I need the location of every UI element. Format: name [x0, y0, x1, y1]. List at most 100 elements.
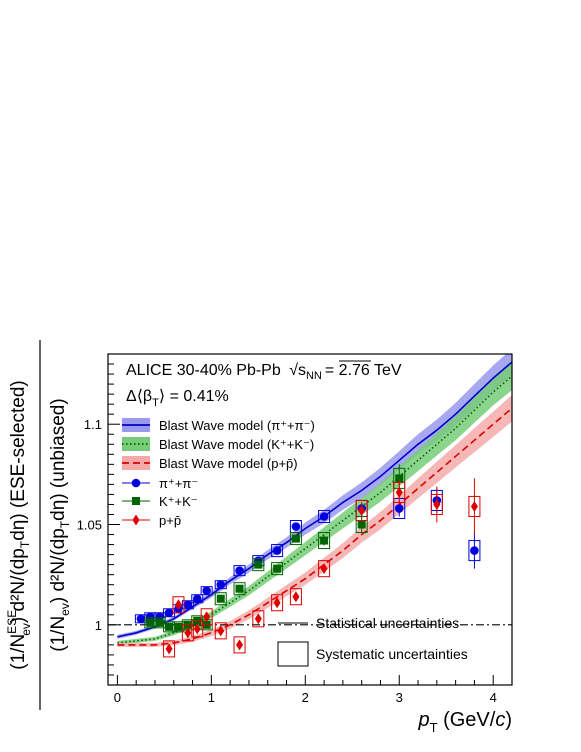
kaon-point — [271, 562, 284, 576]
legend-entry-5: p+p̄ — [122, 513, 181, 528]
pion-marker — [394, 504, 404, 513]
proton-point — [191, 620, 204, 638]
pion-syst-box — [318, 509, 331, 524]
kaon-marker — [155, 618, 164, 627]
legend-entry-1: Blast Wave model (K⁺+K⁻) — [122, 437, 314, 452]
pion-syst-box — [233, 565, 246, 577]
kaon-marker — [216, 594, 225, 603]
pion-point — [134, 614, 147, 624]
pion-marker — [272, 546, 282, 555]
kaon-point — [318, 532, 331, 550]
kaon-syst-box — [153, 617, 166, 629]
kaon-point — [153, 617, 166, 629]
pion-marker — [192, 594, 202, 604]
proton-syst-box — [252, 610, 265, 628]
legend-marker — [131, 478, 141, 488]
y-tick-label: 1 — [95, 618, 102, 633]
proton-point — [430, 486, 443, 523]
plot-frame — [107, 353, 513, 686]
kaon-marker — [235, 584, 244, 593]
annotation-experiment: ALICE 30-40% Pb-Pb √sNN = 2.76 TeV — [126, 362, 402, 382]
legend-label: Blast Wave model (K⁺+K⁻) — [159, 437, 314, 452]
stat-uncertainty-legend-label: Statistical uncertainties — [316, 615, 459, 631]
legend-band-swatch — [122, 437, 150, 451]
kaon-point — [289, 532, 302, 546]
proton-point — [393, 480, 406, 505]
pion-point — [214, 580, 227, 590]
x-tick-label: 4 — [490, 690, 497, 705]
proton-point — [233, 636, 246, 654]
kaon-marker — [357, 520, 366, 529]
data-points — [134, 464, 481, 658]
proton-marker — [433, 498, 441, 510]
proton-marker — [292, 591, 300, 603]
proton-marker — [320, 563, 328, 575]
pion-point — [233, 565, 246, 577]
x-tick-label: 1 — [208, 690, 215, 705]
syst-uncertainty-legend-box — [277, 641, 309, 667]
proton-point — [163, 640, 176, 658]
legend-label: p+p̄ — [159, 513, 181, 528]
proton-point — [172, 596, 185, 614]
pion-marker — [291, 522, 301, 531]
proton-marker — [217, 625, 225, 637]
pion-point — [289, 520, 302, 534]
proton-point — [214, 622, 227, 640]
proton-marker — [254, 613, 262, 625]
kaon-syst-box — [233, 582, 246, 596]
annotation-delta-beta: Δ⟨βT⟩ = 0.41% — [126, 388, 229, 409]
proton-syst-box — [172, 596, 185, 614]
legend-label: K⁺+K⁻ — [159, 494, 198, 509]
kaon-marker — [146, 618, 155, 627]
proton-point — [200, 608, 213, 626]
kaon-syst-box — [289, 532, 302, 546]
pion-marker — [202, 586, 211, 596]
pion-marker — [235, 566, 244, 575]
proton-syst-box — [271, 594, 284, 612]
proton-syst-box — [163, 640, 176, 658]
pion-point — [191, 594, 204, 604]
kaon-marker — [254, 560, 263, 569]
proton-syst-box — [200, 608, 213, 626]
kaon-marker — [174, 622, 183, 631]
legend-entry-0: Blast Wave model (π⁺+π⁻) — [122, 418, 315, 433]
x-axis-ticks: 0 1 2 3 4 — [114, 675, 497, 705]
pion-marker — [183, 600, 193, 610]
proton-point — [252, 610, 265, 628]
proton-marker — [470, 500, 478, 512]
y-axis-label-bottom: (1/Nev) d²N/(dpTdη) (unbiased) — [48, 398, 72, 651]
y-axis-label-bottom-group: (1/Nev) d²N/(dpTdη) (unbiased) — [48, 398, 72, 651]
proton-syst-box — [289, 588, 302, 606]
legend-entry-2: Blast Wave model (p+p̄) — [122, 456, 298, 471]
proton-point — [355, 499, 368, 522]
pion-point — [318, 509, 331, 524]
y-axis-label-top: (1/NESEev) d²N/(dpTdη) (ESE-selected) — [5, 380, 33, 669]
kaon-marker — [320, 536, 329, 545]
proton-marker — [193, 623, 201, 635]
proton-marker — [174, 599, 182, 611]
x-tick-label: 0 — [114, 690, 121, 705]
y-axis-ticks: 1 1.05 1.1 — [77, 353, 120, 676]
proton-syst-box — [233, 636, 246, 654]
kaon-syst-box — [214, 592, 227, 606]
proton-marker — [273, 597, 281, 609]
proton-marker — [395, 486, 403, 498]
pion-marker — [470, 546, 479, 555]
pion-marker — [164, 608, 174, 618]
kaon-marker — [291, 534, 300, 543]
proton-marker — [203, 611, 211, 623]
legend-marker — [132, 514, 140, 526]
pion-point — [200, 586, 213, 596]
x-axis-label: pT (GeV/c) — [417, 709, 512, 735]
kaon-syst-box — [271, 562, 284, 576]
proton-point — [468, 478, 481, 535]
proton-marker — [165, 643, 173, 655]
legend-marker — [132, 497, 140, 505]
pion-marker — [319, 512, 329, 521]
kaon-syst-box — [318, 532, 331, 550]
proton-syst-box — [214, 622, 227, 640]
pion-point — [468, 532, 481, 569]
y-tick-label: 1.1 — [84, 417, 102, 432]
legend-label: Blast Wave model (π⁺+π⁻) — [159, 418, 315, 433]
